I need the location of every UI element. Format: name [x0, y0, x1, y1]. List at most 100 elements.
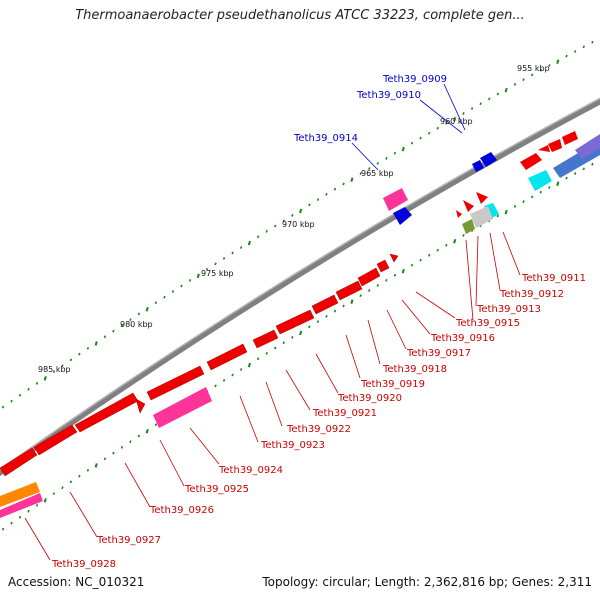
gene-block[interactable]	[472, 160, 484, 172]
tick-mark	[120, 445, 124, 449]
gene-block[interactable]	[463, 200, 474, 212]
gene-block[interactable]	[470, 206, 493, 228]
tick-mark	[145, 428, 149, 434]
gene-block[interactable]	[480, 152, 497, 167]
tick-mark	[299, 330, 303, 336]
gene-label[interactable]: Teth39_0925	[184, 484, 249, 495]
gene-label[interactable]: Teth39_0911	[521, 273, 586, 284]
gene-block[interactable]	[538, 145, 550, 152]
tick-mark	[565, 176, 568, 180]
gene-label[interactable]: Teth39_0919	[360, 379, 425, 390]
gene-label[interactable]: Teth39_0921	[312, 408, 377, 419]
tick-mark	[393, 151, 397, 155]
gene-label[interactable]: Teth39_0924	[218, 465, 283, 476]
tick-mark	[69, 358, 73, 362]
tick-mark	[428, 253, 431, 257]
tick-mark	[52, 370, 56, 373]
gene-block[interactable]	[153, 387, 212, 428]
tick-mark	[385, 156, 388, 160]
tick-mark	[428, 131, 431, 135]
tick-mark	[410, 263, 414, 267]
tick-mark	[445, 121, 448, 125]
gene-label[interactable]: Teth39_0916	[430, 333, 495, 344]
gene-block[interactable]	[456, 210, 462, 218]
gene-label[interactable]: Teth39_0920	[337, 393, 402, 404]
tick-mark	[316, 320, 320, 323]
tick-mark	[10, 521, 13, 525]
gene-block[interactable]	[476, 192, 488, 204]
tick-mark	[103, 457, 107, 461]
gene-block[interactable]	[0, 447, 38, 477]
kbp-label: 965 kbp	[361, 169, 394, 178]
gene-block[interactable]	[335, 280, 363, 301]
gene-block[interactable]	[393, 207, 412, 225]
gene-block[interactable]	[357, 267, 381, 287]
gene-block[interactable]	[135, 398, 146, 414]
gene-label[interactable]: Teth39_0912	[499, 289, 564, 300]
tick-mark	[342, 304, 345, 308]
tick-mark	[548, 186, 551, 189]
tick-mark	[1, 405, 5, 409]
gene-block[interactable]	[520, 153, 542, 170]
gene-block[interactable]	[311, 294, 339, 315]
tick-mark	[274, 224, 277, 228]
gene-block[interactable]	[548, 139, 562, 152]
tick-mark	[35, 381, 39, 385]
label-leaders	[24, 83, 521, 561]
gene-block[interactable]	[0, 493, 43, 518]
gene-label[interactable]: Teth39_0914	[293, 133, 358, 144]
gene-block[interactable]	[462, 219, 475, 234]
tick-mark	[137, 434, 141, 438]
gene-label[interactable]: Teth39_0909	[382, 74, 447, 85]
gene-block[interactable]	[33, 424, 78, 456]
tick-mark	[462, 112, 465, 115]
gene-label[interactable]: Teth39_0926	[149, 505, 214, 516]
gene-block[interactable]	[275, 309, 315, 335]
tick-mark	[282, 219, 285, 223]
gene-block[interactable]	[146, 365, 205, 401]
tick-mark	[35, 503, 39, 507]
tick-mark	[129, 318, 132, 322]
tick-mark	[257, 235, 260, 239]
tick-mark	[231, 251, 234, 255]
tick-mark	[504, 87, 508, 93]
tick-mark	[470, 107, 474, 110]
outer-tick-marks	[1, 40, 594, 409]
gene-block[interactable]	[0, 482, 40, 507]
gene-block[interactable]	[206, 343, 248, 371]
gene-block[interactable]	[389, 253, 399, 263]
gene-block[interactable]	[562, 131, 578, 145]
gene-block[interactable]	[575, 134, 600, 159]
gene-label[interactable]: Teth39_0923	[260, 440, 325, 451]
tick-mark	[393, 273, 397, 277]
gene-label[interactable]: Teth39_0918	[382, 364, 447, 375]
tick-mark	[78, 352, 81, 356]
tick-mark	[462, 234, 465, 237]
tick-mark	[145, 306, 149, 312]
tick-mark	[496, 92, 499, 96]
gene-block[interactable]	[252, 329, 279, 349]
gene-block[interactable]	[376, 259, 390, 273]
tick-mark	[368, 167, 371, 170]
gene-block[interactable]	[383, 188, 408, 211]
gene-label[interactable]: Teth39_0928	[51, 559, 116, 570]
tick-mark	[574, 50, 577, 53]
gene-label[interactable]: Teth39_0927	[96, 535, 161, 546]
kbp-label: 955 kbp	[517, 64, 550, 73]
gene-label[interactable]: Teth39_0910	[356, 90, 421, 101]
kbp-label: 960 kbp	[440, 117, 473, 126]
kbp-label: 970 kbp	[282, 220, 315, 229]
tick-mark	[205, 267, 209, 271]
gene-label[interactable]: Teth39_0915	[455, 318, 520, 329]
gene-label[interactable]: Teth39_0913	[476, 304, 541, 315]
tick-mark	[436, 248, 439, 252]
tick-mark	[539, 190, 542, 194]
tick-mark	[86, 468, 90, 472]
tick-mark	[513, 205, 517, 208]
gene-label[interactable]: Teth39_0922	[286, 424, 351, 435]
tick-mark	[154, 301, 158, 305]
gene-block[interactable]	[528, 170, 552, 191]
gene-label[interactable]: Teth39_0917	[406, 348, 471, 359]
tick-mark	[385, 278, 388, 282]
